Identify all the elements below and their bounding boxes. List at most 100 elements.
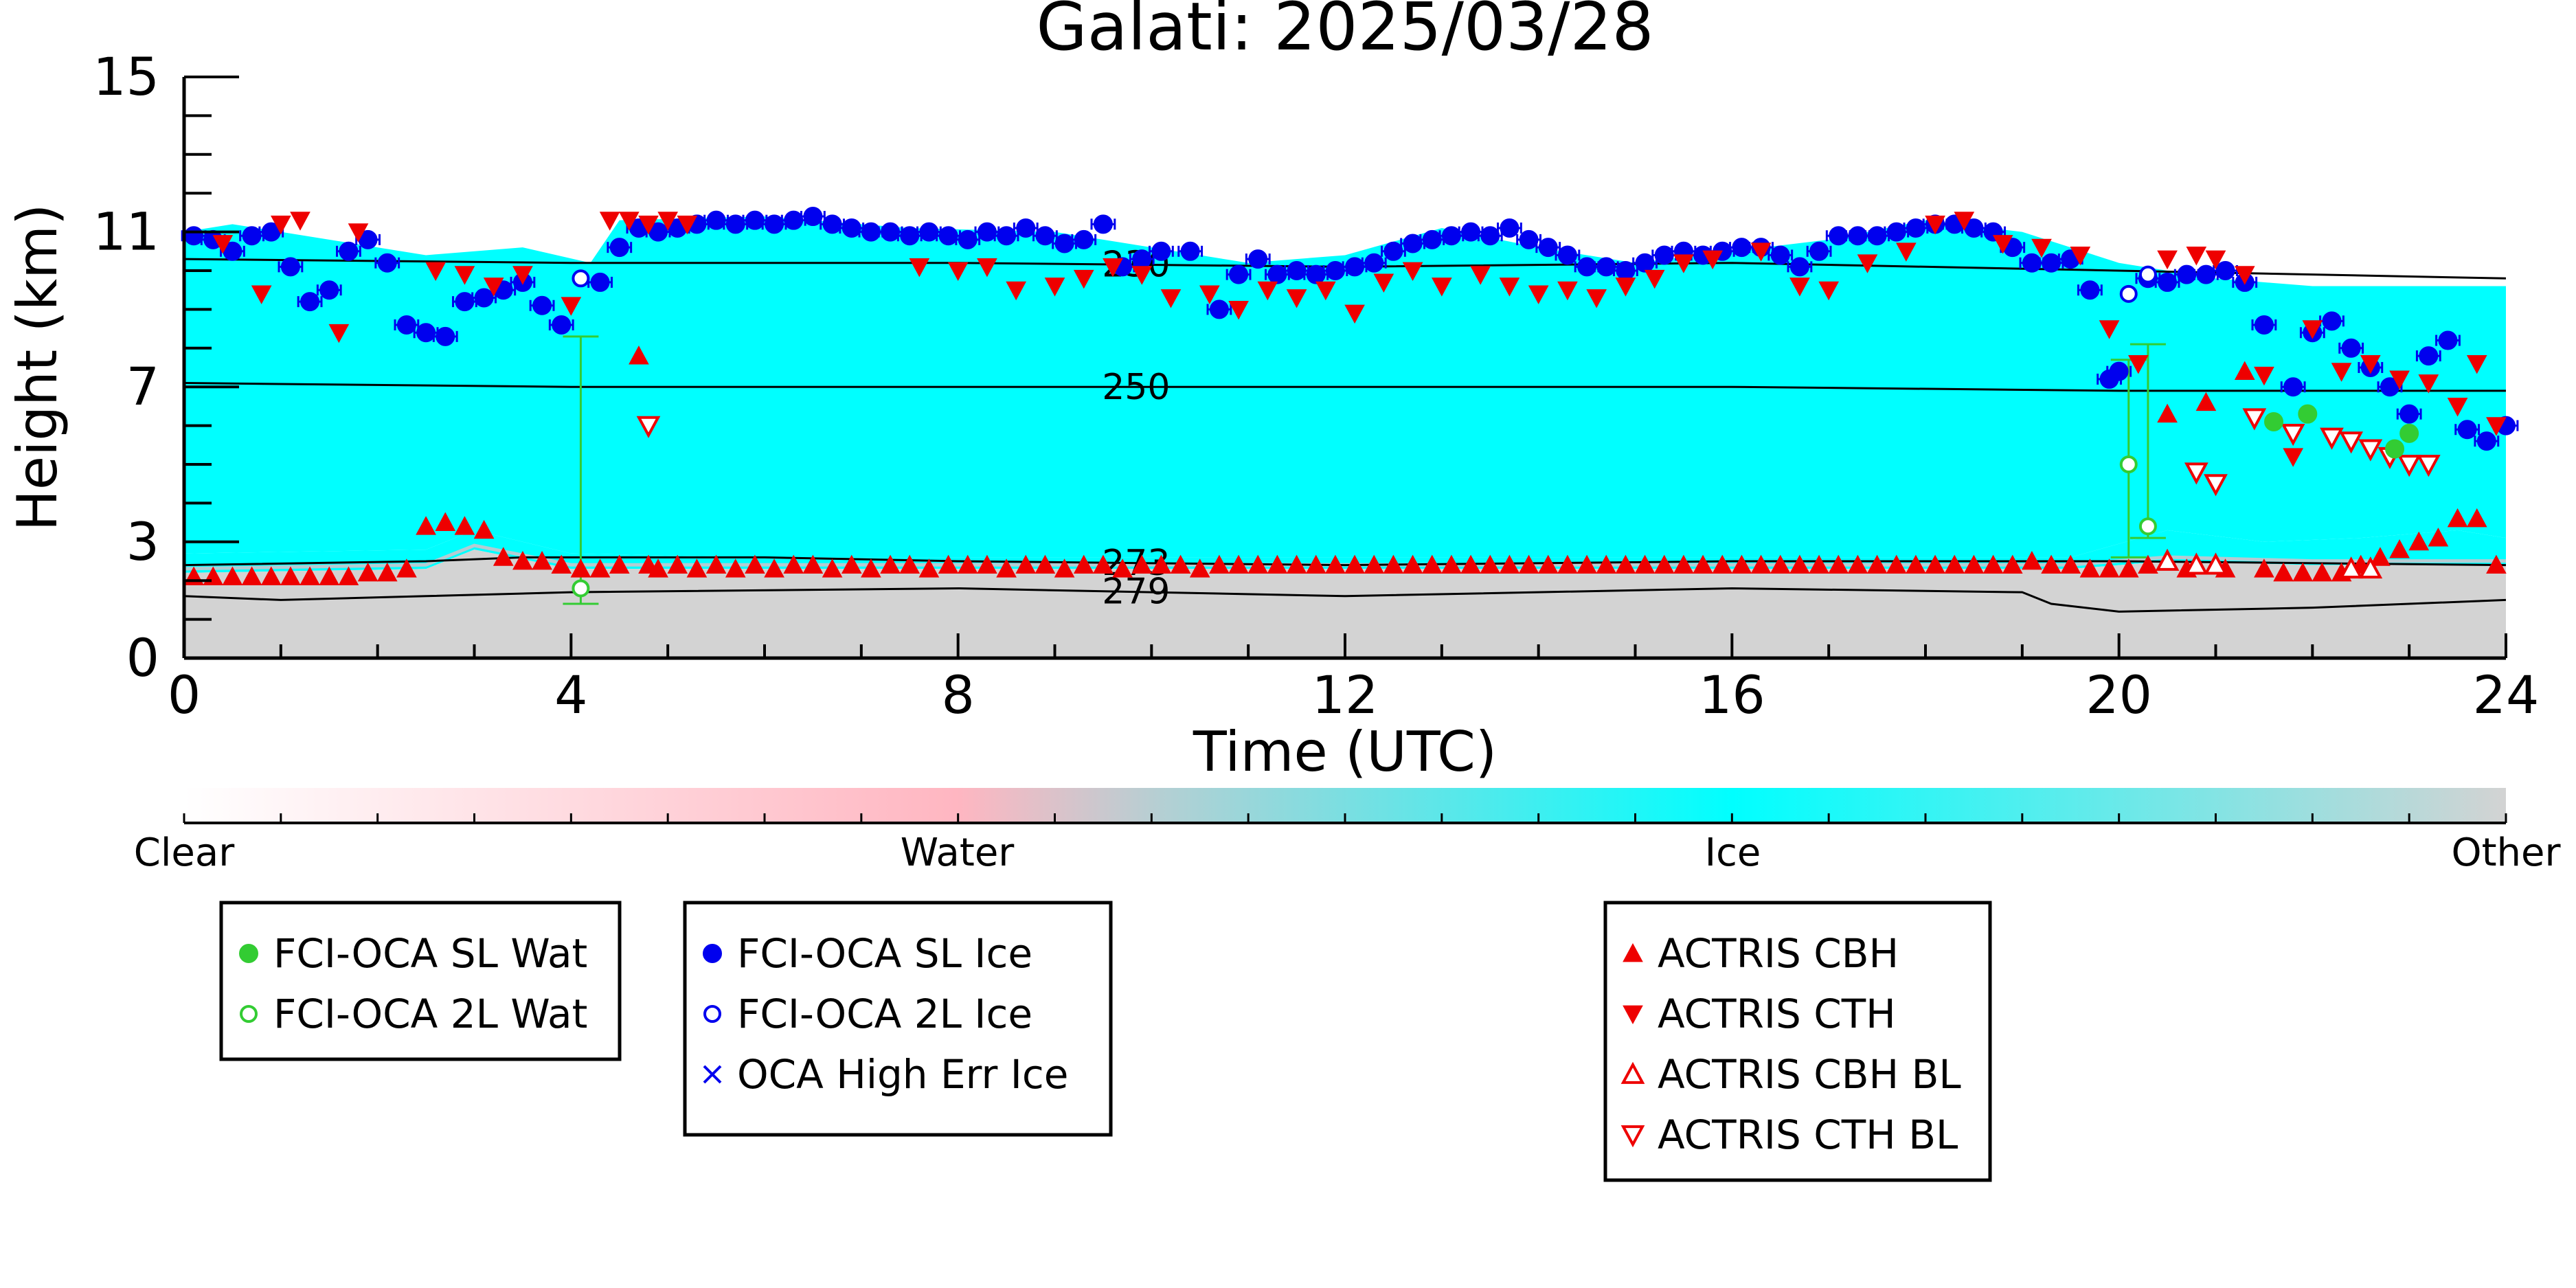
actris-cbh-point	[551, 554, 572, 574]
fci-oca-sl-ice-point	[706, 210, 726, 230]
fci-oca-sl-ice-point	[184, 226, 204, 246]
actris-cbh-point	[2022, 550, 2042, 570]
fci-oca-sl-ice-point	[2109, 361, 2129, 381]
actris-cbh-point	[1267, 554, 1288, 574]
actris-cth-point	[251, 285, 272, 304]
fci-oca-sl-ice-point	[765, 214, 784, 234]
legend-marker	[1620, 1061, 1645, 1084]
actris-cth-point	[328, 324, 350, 343]
fci-oca-sl-ice-point	[1016, 218, 1036, 238]
actris-cbh-point	[1247, 554, 1269, 574]
actris-cth-point	[1199, 285, 1220, 304]
actris-cbh-point	[648, 558, 668, 578]
fci-oca-sl-ice-point	[1093, 214, 1113, 234]
x-tick-label: 8	[941, 664, 974, 725]
actris-cth-point	[454, 266, 475, 285]
fci-oca-sl-ice-point	[2457, 420, 2477, 440]
fci-oca-sl-ice-point	[881, 222, 901, 242]
fci-oca-sl-ice-point	[784, 210, 804, 230]
actris-cbh-point	[435, 512, 456, 531]
fci-oca-sl-ice-point	[1732, 238, 1752, 258]
legend-marker	[240, 1005, 258, 1023]
fci-oca-sl-ice-point	[2254, 315, 2274, 335]
actris-cth-point	[1131, 266, 1153, 285]
actris-cth-point	[2254, 366, 2274, 386]
fci-oca-sl-ice-point	[1867, 226, 1887, 246]
fci-oca-sl-ice-point	[822, 214, 842, 234]
fci-oca-2l-wat-point	[2119, 455, 2138, 473]
fci-oca-sl-ice-point	[841, 218, 861, 238]
x-tick-label: 12	[1312, 664, 1379, 725]
actris-cth-point	[1073, 269, 1094, 289]
actris-cth-point	[1373, 273, 1394, 293]
legends: FCI-OCA SL Wat FCI-OCA 2L Wat FCI-OCA SL I…	[219, 901, 1992, 1182]
actris-cbh-point	[764, 558, 784, 578]
actris-cbh-point	[2254, 558, 2274, 578]
fci-oca-sl-ice-point	[725, 214, 745, 234]
actris-cth-point	[1286, 289, 1307, 308]
legend-marker	[1623, 942, 1643, 962]
fci-oca-sl-ice-point	[2080, 280, 2100, 300]
fci-oca-sl-ice-point	[1829, 226, 1849, 246]
actris-cth-point	[425, 262, 447, 282]
fci-oca-sl-ice-point	[1480, 226, 1500, 246]
actris-cth-point	[348, 223, 369, 242]
fci-oca-sl-ice-point	[1209, 300, 1229, 319]
actris-cbh-point	[416, 516, 436, 535]
actris-cbh-point	[1170, 554, 1191, 574]
actris-cbh-point	[1209, 554, 1230, 574]
fci-oca-sl-ice-point	[2042, 253, 2061, 273]
actris-cbh-point	[1228, 554, 1249, 574]
fci-oca-sl-wat-point	[2298, 404, 2318, 424]
actris-cbh-point	[899, 554, 920, 574]
fci-oca-sl-ice-point	[1248, 249, 1268, 269]
actris-cbh-bl-point	[2155, 548, 2180, 571]
legend-marker	[703, 1065, 722, 1084]
actris-cth-point	[1402, 262, 1423, 282]
fci-oca-sl-ice-point	[1500, 218, 1519, 238]
actris-cth-point	[1615, 278, 1636, 297]
fci-oca-sl-wat-point	[2264, 411, 2283, 431]
actris-cbh-point	[512, 550, 533, 570]
fci-oca-sl-ice-point	[2022, 253, 2042, 273]
fci-oca-sl-ice-point	[1364, 253, 1384, 273]
x-tick-label: 0	[168, 664, 201, 725]
actris-cth-bl-point	[2320, 427, 2344, 450]
fci-oca-sl-ice-point	[590, 272, 610, 292]
legend-label: ACTRIS CTH	[1658, 991, 1896, 1037]
fci-oca-sl-ice-point	[958, 229, 978, 249]
actris-cth-bl-point	[2242, 408, 2267, 431]
actris-cbh-point	[2138, 554, 2158, 574]
fci-oca-sl-ice-point	[2177, 264, 2197, 284]
colorbar: Clear Water Ice Other	[134, 788, 2561, 875]
legend-marker	[1623, 1005, 1643, 1025]
actris-cth-point	[1818, 281, 1840, 301]
actris-cbh-bl-point	[2204, 552, 2228, 575]
fci-oca-sl-ice-point	[1635, 253, 1655, 273]
actris-cbh-point	[705, 554, 727, 574]
fci-oca-sl-ice-point	[396, 315, 416, 335]
actris-cbh-point	[822, 558, 843, 578]
actris-cbh-point	[2466, 508, 2487, 528]
actris-cth-point	[1528, 285, 1549, 304]
actris-cth-point	[2070, 247, 2091, 266]
actris-cbh-point	[2273, 562, 2294, 582]
actris-cbh-point	[1480, 554, 1501, 574]
fci-oca-sl-ice-point	[1519, 229, 1539, 249]
actris-cth-point	[561, 297, 582, 316]
actris-cbh-point	[1809, 554, 1829, 574]
actris-cbh-point	[1750, 554, 1772, 574]
actris-cth-point	[1103, 258, 1123, 278]
actris-cbh-point	[1944, 554, 1965, 574]
actris-cbh-point	[1963, 554, 1985, 574]
actris-cth-point	[947, 262, 969, 282]
actris-cbh-point	[280, 566, 301, 585]
actris-cth-point	[2234, 266, 2255, 285]
fci-oca-sl-ice-point	[1809, 241, 1829, 261]
fci-oca-sl-ice-point	[2341, 338, 2361, 358]
actris-cbh-point	[2195, 392, 2217, 411]
actris-cbh-point	[1673, 554, 1694, 574]
actris-cbh-point	[1286, 554, 1307, 574]
actris-cth-point	[2389, 370, 2410, 389]
